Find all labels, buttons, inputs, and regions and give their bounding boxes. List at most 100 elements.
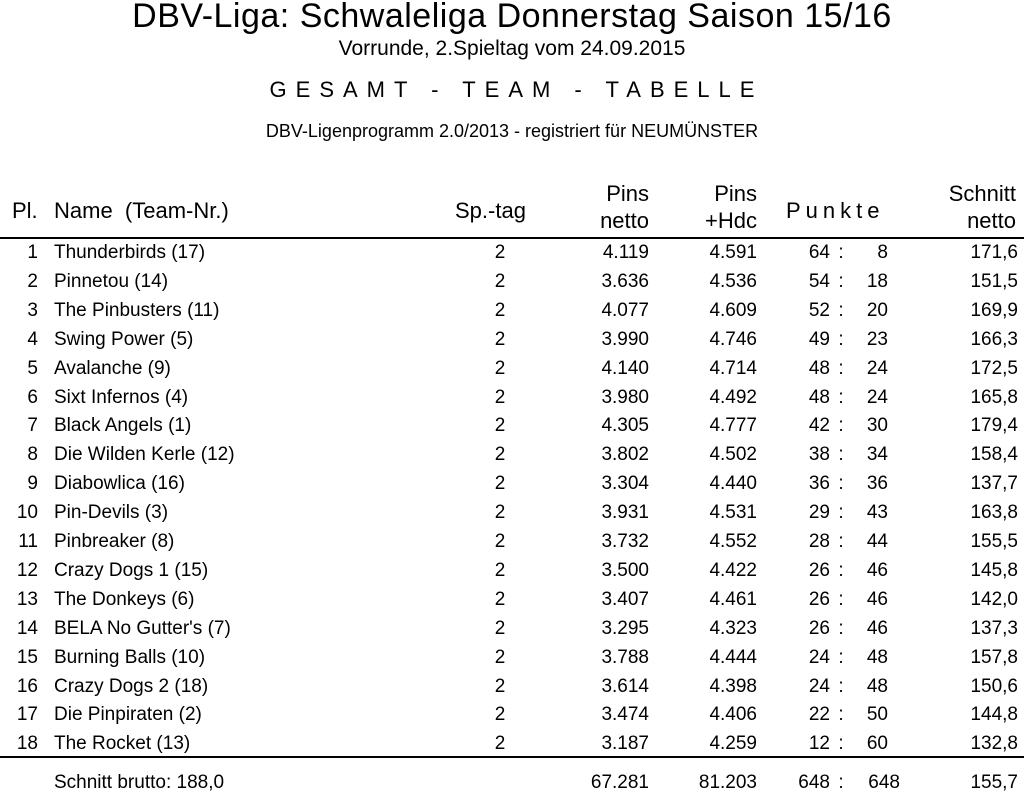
schnitt-netto: 151,5 xyxy=(970,270,1018,292)
team-name: Sixt Infernos (4) xyxy=(54,386,189,408)
punkte-plus: 38 xyxy=(808,444,830,466)
punkte-minus: 30 xyxy=(866,415,888,437)
schnitt-netto: 144,8 xyxy=(970,704,1018,726)
pins-hdc: 4.398 xyxy=(709,675,757,697)
rank: 5 xyxy=(27,357,38,379)
spieltag: 2 xyxy=(494,502,506,524)
spieltag: 2 xyxy=(494,733,506,755)
schnitt-netto: 132,8 xyxy=(970,733,1018,755)
punkte-separator: : xyxy=(838,415,844,437)
schnitt-netto: 171,6 xyxy=(970,242,1018,263)
team-name: Burning Balls (10) xyxy=(54,646,206,668)
pins-hdc: 4.323 xyxy=(709,617,757,639)
pins-netto: 3.980 xyxy=(601,386,649,408)
table-row: 18 The Rocket (13) 2 3.187 4.259 12:60 132,8 xyxy=(0,729,1024,758)
punkte-separator: : xyxy=(838,704,844,726)
team-name: Thunderbirds (17) xyxy=(54,242,206,263)
punkte-minus: 24 xyxy=(866,357,888,379)
pins-hdc: 4.536 xyxy=(709,270,757,292)
schnitt-netto: 158,4 xyxy=(970,444,1018,466)
col-header-punkte: Punkte xyxy=(786,198,885,223)
rank: 9 xyxy=(27,473,38,495)
punkte-minus: 46 xyxy=(866,617,888,639)
team-name: Pinbreaker (8) xyxy=(54,531,175,552)
section-title: GESAMT - TEAM - TABELLE xyxy=(269,77,764,102)
totals-label: Schnitt brutto: 188,0 xyxy=(54,772,225,793)
schnitt-netto: 157,8 xyxy=(970,646,1018,668)
schnitt-netto: 137,7 xyxy=(970,473,1018,495)
table-row: 6 Sixt Infernos (4) 2 3.980 4.492 48:24 165,8 xyxy=(0,383,1024,412)
spieltag: 2 xyxy=(494,704,506,726)
spieltag: 2 xyxy=(494,444,506,466)
table-row: 3 The Pinbusters (11) 2 4.077 4.609 52:20 169,… xyxy=(0,296,1024,325)
punkte-plus: 48 xyxy=(808,357,830,379)
spieltag: 2 xyxy=(494,473,506,495)
rank: 8 xyxy=(27,444,38,466)
rank: 15 xyxy=(16,646,38,668)
punkte-plus: 49 xyxy=(808,328,830,350)
punkte-plus: 29 xyxy=(808,502,830,524)
pins-netto: 4.140 xyxy=(601,357,649,379)
table-row: 9 Diabowlica (16) 2 3.304 4.440 36:36 137,7 xyxy=(0,469,1024,498)
schnitt-netto: 145,8 xyxy=(970,559,1018,581)
totals-punkte-plus: 648 xyxy=(798,772,830,793)
punkte-plus: 24 xyxy=(808,646,830,668)
punkte-minus: 20 xyxy=(866,299,888,321)
totals-pins-netto: 67.281 xyxy=(590,772,649,793)
schnitt-netto: 165,8 xyxy=(970,386,1018,408)
punkte-minus: 50 xyxy=(866,704,888,726)
pins-netto: 3.304 xyxy=(601,473,649,495)
pins-hdc: 4.746 xyxy=(709,328,757,350)
totals-row: Schnitt brutto: 188,0 67.281 81.203 648 … xyxy=(0,768,1024,797)
schnitt-netto: 155,5 xyxy=(970,531,1018,552)
team-name: Pin-Devils (3) xyxy=(54,502,169,524)
pins-hdc: 4.609 xyxy=(709,299,757,321)
pins-hdc: 4.492 xyxy=(709,386,757,408)
col-header-schnitt-1: Schnitt xyxy=(948,181,1016,206)
table-row: 16 Crazy Dogs 2 (18) 2 3.614 4.398 24:48 150,6 xyxy=(0,672,1024,701)
punkte-plus: 54 xyxy=(808,270,830,292)
footer-divider xyxy=(0,756,1024,758)
rank: 4 xyxy=(27,328,38,350)
team-name: Avalanche (9) xyxy=(54,357,171,379)
team-name: Crazy Dogs 2 (18) xyxy=(54,675,209,697)
rank: 6 xyxy=(27,386,38,408)
rank: 16 xyxy=(16,675,38,697)
col-header-pins-netto-1: Pins xyxy=(606,181,649,206)
punkte-plus: 26 xyxy=(808,588,830,610)
punkte-plus: 48 xyxy=(808,386,830,408)
punkte-separator: : xyxy=(838,386,844,408)
pins-netto: 3.474 xyxy=(601,704,649,726)
punkte-plus: 24 xyxy=(808,675,830,697)
pins-netto: 3.990 xyxy=(601,328,649,350)
punkte-minus: 46 xyxy=(866,559,888,581)
punkte-separator: : xyxy=(838,357,844,379)
rank: 14 xyxy=(16,617,38,639)
rank: 7 xyxy=(27,415,38,437)
totals-punkte-minus: 648 xyxy=(868,772,900,793)
pins-netto: 3.636 xyxy=(601,270,649,292)
schnitt-netto: 179,4 xyxy=(970,415,1018,437)
punkte-separator: : xyxy=(838,270,844,292)
spieltag: 2 xyxy=(494,242,506,263)
punkte-plus: 22 xyxy=(808,704,830,726)
table-row: 2 Pinnetou (14) 2 3.636 4.536 54:18 151,5 xyxy=(0,267,1024,296)
punkte-plus: 26 xyxy=(808,617,830,639)
spieltag: 2 xyxy=(494,415,506,437)
schnitt-netto: 172,5 xyxy=(970,357,1018,379)
punkte-plus: 36 xyxy=(808,473,830,495)
team-name: Pinnetou (14) xyxy=(54,270,169,292)
punkte-separator: : xyxy=(838,328,844,350)
schnitt-netto: 169,9 xyxy=(970,299,1018,321)
pins-hdc: 4.777 xyxy=(709,415,757,437)
rank: 3 xyxy=(27,299,38,321)
table-row: 10 Pin-Devils (3) 2 3.931 4.531 29:43 163,8 xyxy=(0,498,1024,527)
spieltag: 2 xyxy=(494,588,506,610)
pins-netto: 4.119 xyxy=(602,242,649,263)
header-divider xyxy=(0,237,1024,239)
col-header-pl: Pl. xyxy=(12,198,38,223)
program-note: DBV-Ligenprogramm 2.0/2013 - registriert… xyxy=(265,121,759,141)
punkte-separator: : xyxy=(838,444,844,466)
team-name: The Donkeys (6) xyxy=(54,588,195,610)
punkte-plus: 26 xyxy=(808,559,830,581)
